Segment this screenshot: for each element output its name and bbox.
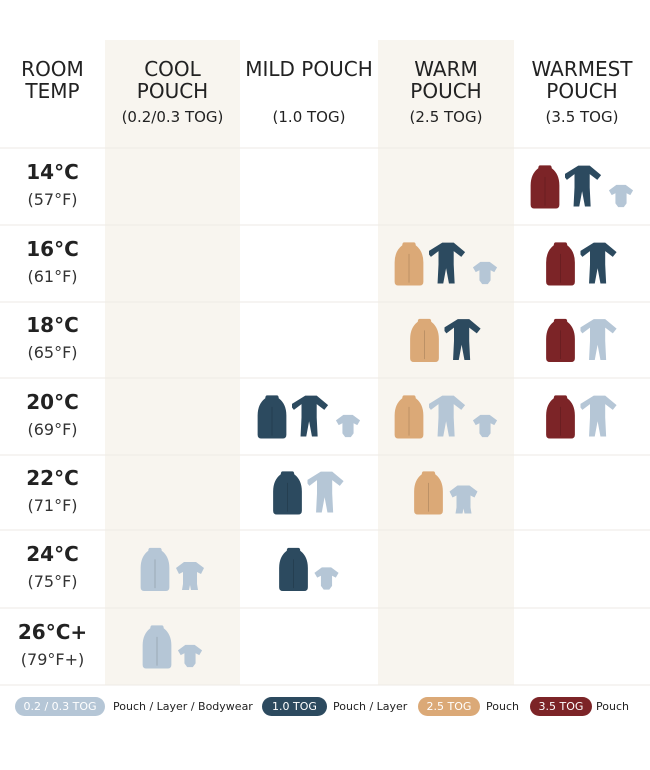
row-fahrenheit: (57°F) [27, 189, 78, 209]
row-fahrenheit: (65°F) [27, 343, 78, 362]
column-tog: (1.0 TOG) [272, 108, 346, 126]
column-title: WARM POUCH [410, 57, 482, 103]
garment-icon [409, 318, 440, 363]
garment-icon [608, 184, 634, 208]
garment-icon [394, 394, 424, 440]
row-fahrenheit: (75°F) [27, 572, 78, 591]
row-celsius: 22°C [26, 465, 79, 490]
legend-badge: 3.5 TOG [530, 697, 592, 716]
row-celsius: 18°C [26, 313, 79, 337]
legend-label: Pouch [486, 700, 519, 713]
garment-icon [580, 319, 617, 360]
column-tog: (0.2/0.3 TOG) [121, 108, 224, 126]
column-tog: (3.5 TOG) [545, 108, 619, 126]
garment-icon [413, 470, 444, 516]
garment-icon [142, 624, 172, 670]
row-celsius: 14°C [26, 159, 79, 184]
column-title: WARMEST POUCH [531, 57, 633, 103]
row-celsius: 24°C [26, 542, 79, 566]
garment-icon [394, 241, 424, 287]
garment-icon [140, 547, 170, 592]
garment-icon [545, 318, 576, 363]
garment-icon [278, 547, 309, 592]
row-fahrenheit: (79°F+) [20, 649, 85, 669]
legend-label: Pouch [596, 700, 629, 713]
garment-icon [257, 394, 287, 440]
row-fahrenheit: (71°F) [27, 495, 78, 515]
header-room-temp: ROOM TEMP [21, 57, 84, 103]
garment-icon [307, 471, 344, 513]
row-lines [0, 147, 650, 686]
garment-icon [335, 414, 361, 438]
legend-badge: 1.0 TOG [262, 697, 327, 716]
row-celsius: 26°C+ [17, 619, 88, 644]
row-fahrenheit: (61°F) [27, 266, 78, 286]
legend-badge: 2.5 TOG [418, 697, 480, 716]
garment-icon [314, 567, 339, 590]
column-shade [378, 40, 514, 685]
column-title: MILD POUCH [245, 57, 373, 81]
legend-badge: 0.2 / 0.3 TOG [15, 697, 105, 716]
column-shade [105, 40, 240, 685]
legend-label: Pouch / Layer [333, 700, 408, 713]
garment-icon [272, 470, 303, 516]
garment-icon [545, 394, 576, 440]
garment-icon [580, 242, 617, 284]
garment-icon [565, 165, 602, 207]
garment-icon [545, 241, 576, 287]
legend-label: Pouch / Layer / Bodywear [113, 700, 253, 713]
row-celsius: 16°C [26, 236, 79, 261]
garment-icon [292, 395, 329, 437]
column-tog: (2.5 TOG) [409, 108, 483, 126]
row-fahrenheit: (69°F) [27, 419, 78, 439]
row-celsius: 20°C [26, 389, 79, 414]
garment-icon [530, 164, 560, 210]
garment-icon [580, 395, 617, 437]
column-title: COOL POUCH [136, 57, 209, 103]
